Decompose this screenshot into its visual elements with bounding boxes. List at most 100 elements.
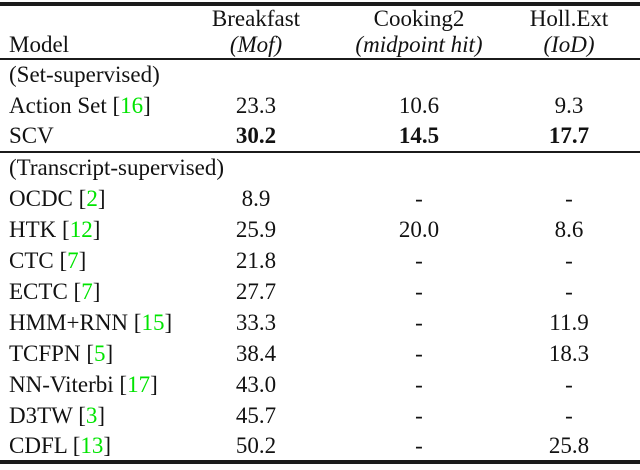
citation-bracket-close: ]	[164, 309, 173, 335]
model-name: TCFPN	[9, 340, 81, 366]
value-cell: 17.7	[548, 123, 590, 148]
value-cell: -	[565, 278, 573, 304]
header-dataset-hollext: Holl.Ext	[529, 6, 609, 31]
model-name: ECTC	[9, 278, 68, 304]
model-cell: NN-Viterbi [17]	[0, 369, 172, 400]
model-name: NN-Viterbi	[9, 371, 114, 397]
citation-link[interactable]: [13]	[73, 433, 111, 458]
table-row-cdfl: CDFL [13] 50.2 - 25.8	[0, 431, 640, 462]
section-row-transcript-supervised: (Transcript-supervised)	[0, 151, 640, 183]
model-cell: Action Set [16]	[0, 90, 172, 121]
model-name: OCDC	[9, 185, 73, 211]
section-label: (Transcript-supervised)	[0, 151, 640, 183]
value-cell: -	[415, 432, 423, 458]
citation-number: 3	[85, 402, 98, 428]
value-cell: 8.9	[241, 185, 271, 211]
citation-bracket-open: [	[78, 402, 86, 428]
table-row-ctc: CTC [7] 21.8 - -	[0, 245, 640, 276]
value-cell: -	[565, 371, 573, 397]
model-name: CDFL	[9, 432, 67, 458]
citation-link[interactable]: [16]	[113, 93, 151, 118]
citation-bracket-open: [	[119, 371, 128, 397]
value-cell: 21.8	[235, 247, 277, 273]
model-name: SCV	[9, 123, 54, 148]
table-row-tcfpn: TCFPN [5] 38.4 - 18.3	[0, 338, 640, 369]
value-cell: -	[415, 371, 423, 397]
citation-link[interactable]: [15]	[134, 310, 172, 335]
header-row-metrics: Model (Mof) (midpoint hit) (IoD)	[0, 32, 640, 60]
citation-bracket-close: ]	[97, 402, 106, 428]
citation-link[interactable]: [7]	[59, 248, 86, 273]
table-row-nn-viterbi: NN-Viterbi [17] 43.0 - -	[0, 369, 640, 400]
citation-bracket-close: ]	[97, 185, 106, 211]
table-row-scv: SCV 30.2 14.5 17.7	[0, 121, 640, 152]
citation-number: 15	[141, 309, 165, 335]
citation-bracket-close: ]	[92, 216, 101, 242]
value-cell: 45.7	[235, 402, 277, 428]
citation-bracket-close: ]	[150, 371, 158, 397]
model-cell: D3TW [3]	[0, 400, 172, 431]
value-cell: 9.3	[554, 92, 584, 118]
model-name: HTK	[9, 216, 57, 242]
value-cell: 11.9	[549, 309, 589, 335]
citation-number: 7	[81, 278, 93, 304]
value-cell: 38.4	[235, 340, 277, 366]
citation-number: 7	[67, 247, 79, 273]
header-metric-iod: (IoD)	[498, 32, 640, 60]
citation-bracket-close: ]	[92, 278, 101, 304]
citation-number: 16	[120, 92, 144, 118]
table-row-htk: HTK [12] 25.9 20.0 8.6	[0, 214, 640, 245]
model-name: CTC	[9, 247, 54, 273]
citation-bracket-open: [	[112, 92, 121, 118]
model-cell: CTC [7]	[0, 245, 172, 276]
citation-link[interactable]: [17]	[119, 372, 157, 397]
value-cell: 14.5	[398, 123, 440, 148]
value-cell: -	[415, 402, 423, 428]
header-row-datasets: Breakfast Cooking2 Holl.Ext	[0, 4, 640, 32]
citation-bracket-open: [	[62, 216, 70, 242]
citation-bracket-close: ]	[103, 432, 112, 458]
header-empty-cell	[0, 4, 172, 32]
section-label: (Set-supervised)	[9, 62, 160, 87]
header-model-label: Model	[0, 32, 172, 60]
model-cell: ECTC [7]	[0, 276, 172, 307]
table-row-ectc: ECTC [7] 27.7 - -	[0, 276, 640, 307]
value-cell: 25.9	[235, 216, 277, 242]
citation-link[interactable]: [3]	[78, 403, 105, 428]
model-cell: HMM+RNN [15]	[0, 307, 172, 338]
value-cell: 18.3	[548, 340, 590, 366]
model-cell: TCFPN [5]	[0, 338, 172, 369]
citation-bracket-close: ]	[78, 247, 87, 273]
header-metric-mof: (Mof)	[172, 32, 340, 60]
value-cell: -	[565, 247, 573, 273]
header-metric-midpoint-hit: (midpoint hit)	[340, 32, 498, 60]
citation-number: 12	[69, 216, 93, 242]
citation-number: 5	[94, 340, 106, 366]
value-cell: -	[415, 340, 423, 366]
value-cell: 43.0	[235, 371, 277, 397]
citation-bracket-open: [	[86, 340, 95, 366]
header-dataset-cooking2: Cooking2	[373, 6, 465, 31]
header-dataset-breakfast: Breakfast	[211, 6, 301, 31]
citation-number: 17	[127, 371, 151, 397]
model-cell: CDFL [13]	[0, 431, 172, 462]
citation-link[interactable]: [12]	[62, 217, 100, 242]
citation-number: 13	[80, 432, 104, 458]
model-name: HMM+RNN	[9, 309, 129, 335]
table-row-ocdc: OCDC [2] 8.9 - -	[0, 183, 640, 214]
citation-link[interactable]: [2]	[79, 186, 106, 211]
citation-bracket-open: [	[73, 278, 82, 304]
citation-bracket-close: ]	[105, 340, 114, 366]
value-cell: -	[415, 185, 423, 211]
citation-link[interactable]: [5]	[86, 341, 113, 366]
model-name: Action Set	[9, 92, 107, 118]
value-cell: 23.3	[235, 92, 277, 118]
value-cell: 8.6	[554, 216, 584, 242]
value-cell: 10.6	[398, 92, 440, 118]
value-cell: 50.2	[235, 432, 277, 458]
section-row-set-supervised: (Set-supervised)	[0, 59, 640, 90]
value-cell: 25.8	[548, 432, 590, 458]
citation-link[interactable]: [7]	[74, 279, 101, 304]
citation-bracket-open: [	[72, 432, 81, 458]
